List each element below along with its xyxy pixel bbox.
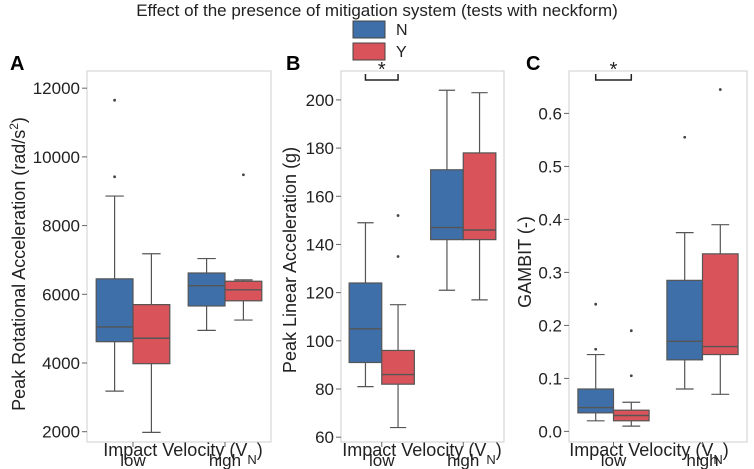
significance-marker-c: * xyxy=(610,59,618,81)
y-tick-label-a: 8000 xyxy=(42,217,80,236)
x-axis-label-b: Impact Velocity (VN) xyxy=(342,440,501,467)
plot-frame-a xyxy=(86,70,272,443)
box-y xyxy=(224,280,263,302)
outlier-point-n xyxy=(594,302,598,306)
figure-title: Effect of the presence of mitigation sys… xyxy=(136,1,618,20)
box-n xyxy=(348,282,383,364)
x-tick-label-a: high xyxy=(209,451,241,469)
y-tick-label-c: 0.6 xyxy=(538,104,562,123)
outlier-point-n xyxy=(683,135,687,139)
box-y xyxy=(701,253,739,356)
y-tick-label-b: 180 xyxy=(306,139,334,158)
box-y xyxy=(132,303,171,365)
y-tick-label-a: 12000 xyxy=(33,79,80,98)
panel-letter-a: A xyxy=(10,53,24,75)
significance-marker-b: * xyxy=(378,59,386,81)
outlier-point-n xyxy=(113,98,116,102)
box-n xyxy=(577,388,615,414)
outlier-point-y xyxy=(718,88,722,91)
x-axis-label-c: Impact Velocity (VN) xyxy=(569,440,728,467)
outlier-point-y xyxy=(629,329,633,333)
y-tick-label-a: 4000 xyxy=(42,354,80,373)
y-tick-label-a: 2000 xyxy=(42,423,80,442)
box-n xyxy=(430,169,464,241)
y-tick-label-b: 200 xyxy=(306,91,334,110)
outlier-point-n xyxy=(594,347,598,351)
legend-swatch-n xyxy=(352,20,386,39)
legend-label-n: N xyxy=(396,22,408,39)
y-tick-label-c: 0.0 xyxy=(538,422,562,441)
y-tick-label-b: 160 xyxy=(306,187,334,206)
y-tick-label-b: 120 xyxy=(306,284,334,303)
outlier-point-y xyxy=(396,214,400,217)
plot-frame-c xyxy=(568,70,748,443)
y-tick-label-c: 0.4 xyxy=(538,210,562,229)
x-axis-label-a: Impact Velocity (VN) xyxy=(103,440,262,467)
legend-swatch-y xyxy=(352,42,386,61)
x-tick-label-b: low xyxy=(369,451,395,469)
outlier-point-y xyxy=(629,374,633,378)
legend: N Y xyxy=(352,20,408,61)
outlier-point-y xyxy=(242,173,245,177)
panel-c: C GAMBIT (-) Impact Velocity (VN) 0.0 0.1… xyxy=(515,53,748,469)
box-n xyxy=(95,278,134,343)
y-axis-label-c: GAMBIT (-) xyxy=(515,216,535,308)
box-y xyxy=(462,152,497,241)
y-tick-label-b: 80 xyxy=(315,380,334,399)
significance-bracket-b xyxy=(364,74,399,81)
panel-letter-b: B xyxy=(286,53,300,75)
y-axis-label-a: Peak Rotational Acceleration (rad/s2) xyxy=(7,117,29,411)
y-tick-label-b: 100 xyxy=(306,332,334,351)
panel-letter-c: C xyxy=(526,53,540,75)
box-n xyxy=(666,279,704,361)
plot-frame-b xyxy=(340,70,505,443)
y-tick-label-c: 0.2 xyxy=(538,316,562,335)
significance-bracket-c xyxy=(594,74,633,81)
outlier-point-n xyxy=(113,175,116,179)
outlier-point-y xyxy=(396,255,400,258)
y-tick-label-b: 140 xyxy=(306,235,334,254)
box-y xyxy=(381,349,415,385)
panel-a: A Peak Rotational Acceleration (rad/s2) … xyxy=(7,53,272,469)
x-tick-label-a: low xyxy=(120,451,146,469)
x-tick-label-c: low xyxy=(601,451,627,469)
y-tick-label-b: 60 xyxy=(315,428,334,447)
x-tick-label-b: high xyxy=(447,451,479,469)
y-tick-label-c: 0.5 xyxy=(538,157,562,176)
y-tick-label-a: 6000 xyxy=(42,285,80,304)
box-n xyxy=(187,272,226,307)
legend-label-y: Y xyxy=(396,44,407,61)
y-tick-label-c: 0.1 xyxy=(538,369,562,388)
y-axis-label-b: Peak Linear Acceleration (g) xyxy=(280,147,300,373)
panel-b: B Peak Linear Acceleration (g) Impact Ve… xyxy=(280,53,505,469)
y-tick-label-a: 10000 xyxy=(33,148,80,167)
y-tick-label-c: 0.3 xyxy=(538,263,562,282)
x-tick-label-c: high xyxy=(686,451,718,469)
